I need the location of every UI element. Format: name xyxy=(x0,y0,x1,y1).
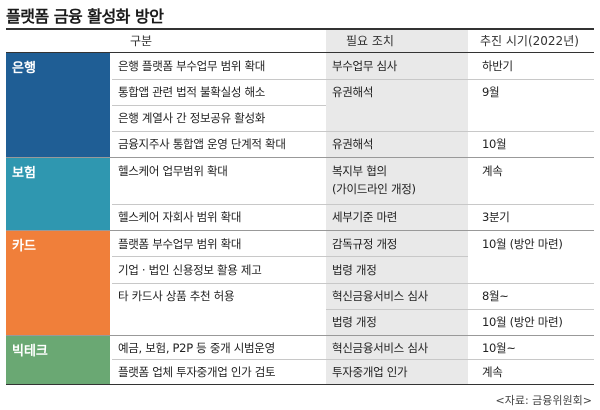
header-category: 구분 xyxy=(130,34,153,48)
row-item: 통합앱 관련 법적 불확실성 해소 xyxy=(118,85,266,99)
row-timing: 9월 xyxy=(482,85,500,99)
row-timing: 계속 xyxy=(482,164,503,178)
action-column-bg xyxy=(326,53,468,384)
row-timing: 10월 (방안 마련) xyxy=(482,315,563,329)
header-bg-left xyxy=(6,30,326,52)
page-title: 플랫폼 금융 활성화 방안 xyxy=(6,7,164,26)
row-timing: 10월 xyxy=(482,137,507,151)
row-action: 유권해석 xyxy=(332,137,374,151)
row-item: 타 카드사 상품 추천 허용 xyxy=(118,289,235,303)
row-divider xyxy=(112,256,468,257)
row-action: 법령 개정 xyxy=(332,263,377,277)
row-item: 플랫폼 업체 투자중개업 인가 검토 xyxy=(118,365,276,379)
row-timing: 3분기 xyxy=(482,210,510,224)
row-action: 투자중개업 인가 xyxy=(332,365,408,379)
row-divider xyxy=(112,204,594,205)
header-bg-mid xyxy=(326,30,468,52)
row-action: 감독규정 개정 xyxy=(332,237,398,251)
row-item: 기업 · 법인 신용정보 활용 제고 xyxy=(118,263,262,277)
row-action: 법령 개정 xyxy=(332,315,377,329)
group-divider xyxy=(6,230,594,231)
row-action: 세부기준 마련 xyxy=(332,210,398,224)
table-bottom-rule xyxy=(6,384,594,385)
header-top-rule xyxy=(6,28,594,30)
row-divider xyxy=(326,309,594,310)
row-item: 예금, 보험, P2P 등 중개 시범운영 xyxy=(118,341,275,355)
row-item: 금융지주사 통합앱 운영 단계적 확대 xyxy=(118,137,286,151)
row-action: 혁신금융서비스 심사 xyxy=(332,289,428,303)
row-item: 헬스케어 자회사 범위 확대 xyxy=(118,210,242,224)
row-action-note: (가이드라인 개정) xyxy=(332,182,416,196)
category-bank: 은행 xyxy=(6,53,110,157)
row-timing: 계속 xyxy=(482,365,503,379)
category-insurance: 보험 xyxy=(6,158,110,230)
category-card: 카드 xyxy=(6,231,110,335)
row-timing: 하반기 xyxy=(482,59,513,73)
row-action: 혁신금융서비스 심사 xyxy=(332,341,428,355)
row-item: 은행 계열사 간 정보공유 활성화 xyxy=(118,111,266,125)
source-note: <자료: 금융위원회> xyxy=(495,394,592,407)
row-timing: 10월~ xyxy=(482,341,516,355)
row-divider xyxy=(112,79,594,80)
row-divider xyxy=(112,359,594,360)
group-divider xyxy=(6,335,594,336)
row-timing: 8월~ xyxy=(482,289,509,303)
row-divider xyxy=(112,105,326,106)
row-item: 플랫폼 부수업무 범위 확대 xyxy=(118,237,242,251)
row-timing: 10월 (방안 마련) xyxy=(482,237,563,251)
header-timing: 추진 시기(2022년) xyxy=(480,34,579,48)
row-action: 유권해석 xyxy=(332,85,374,99)
header-bottom-rule xyxy=(6,52,594,53)
row-action: 부수업무 심사 xyxy=(332,59,398,73)
header-action: 필요 조치 xyxy=(346,34,394,48)
category-bigtech: 빅테크 xyxy=(6,336,110,384)
row-item: 은행 플랫폼 부수업무 범위 확대 xyxy=(118,59,266,73)
row-divider xyxy=(112,283,594,284)
row-item: 헬스케어 업무범위 확대 xyxy=(118,164,228,178)
row-action: 복지부 협의 xyxy=(332,164,387,178)
group-divider xyxy=(6,157,594,158)
row-divider xyxy=(112,131,594,132)
